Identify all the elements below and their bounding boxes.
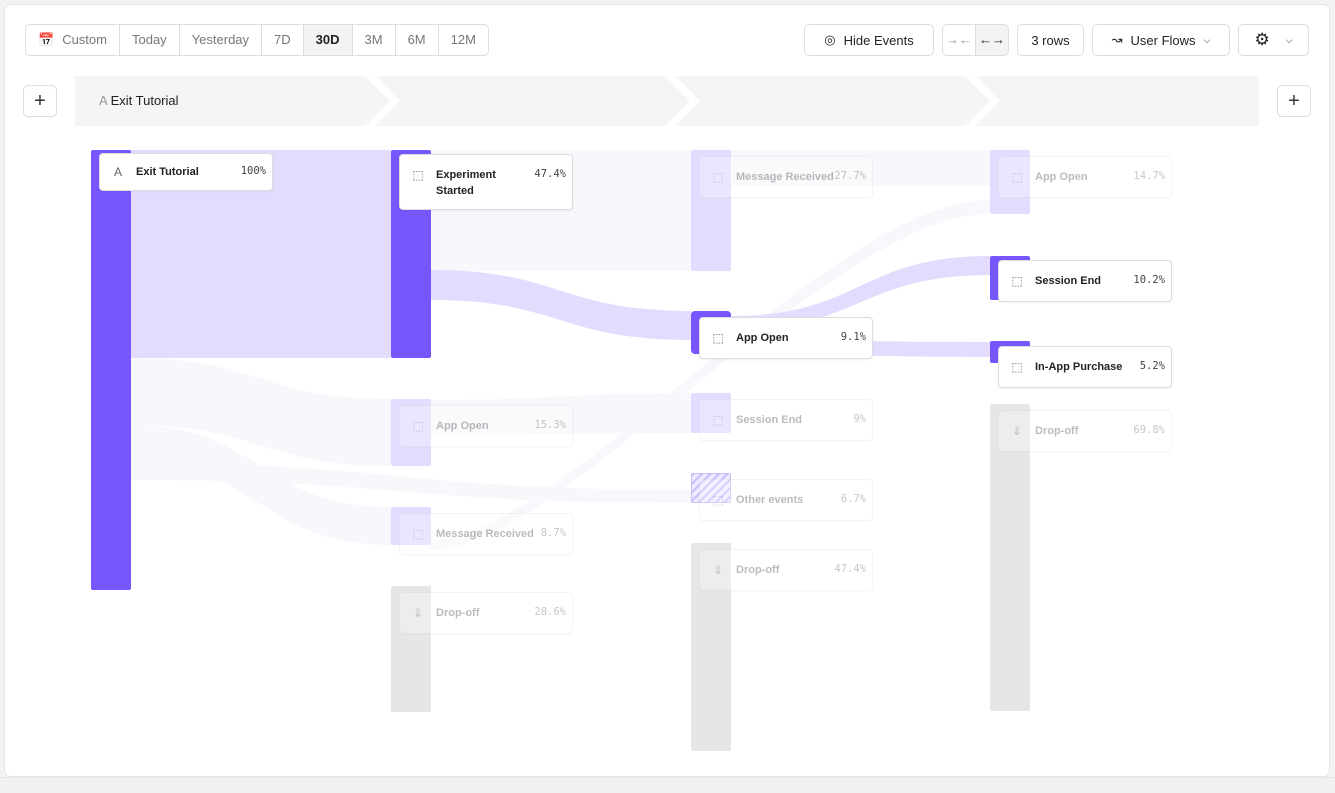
step-3[interactable] [675,76,990,126]
step-header [75,76,1259,126]
range-12m[interactable]: 12M [450,32,476,47]
hide-events-button[interactable]: ◎ Hide Events [804,24,934,56]
event-icon: ⬚ [412,419,424,433]
node-card[interactable]: ⬚ Other events 6.7% [699,479,873,521]
flows-chart-icon: ↝ [1111,32,1123,47]
node-bar[interactable] [990,150,1030,214]
dropoff-icon: ⇓ [412,606,424,620]
flow-link[interactable] [131,425,391,545]
node-bar[interactable] [691,150,731,271]
chevron-down-icon: ⌵ [1203,34,1211,45]
add-step-before-button[interactable]: + [23,85,57,117]
event-icon: ⬚ [1011,360,1023,374]
range-7d[interactable]: 7D [262,25,304,55]
calendar-icon: 📅 [38,32,55,47]
step-1-label: A Exit Tutorial [99,93,179,108]
rows-button[interactable]: 3 rows [1017,24,1084,56]
event-icon: ⬚ [712,493,724,507]
node-card[interactable]: ⬚ In-App Purchase 5.2% [998,346,1172,388]
other-events-bar[interactable] [691,473,731,503]
range-3m[interactable]: 3M [353,25,396,55]
node-card[interactable]: ⬚ Session End 10.2% [998,260,1172,302]
flow-link[interactable] [731,256,990,330]
range-6m[interactable]: 6M [396,25,439,55]
node-card[interactable]: ⬚ App Open 9.1% [699,317,873,359]
node-card[interactable]: ⬚ Message Received 8.7% [399,513,573,555]
node-card[interactable]: ⬚ Experiment Started 47.4% [399,154,573,210]
step-letter-icon: A [113,165,122,179]
step-1[interactable] [75,76,390,126]
node-bar[interactable] [691,393,731,433]
range-custom[interactable]: 📅 Custom [26,25,120,55]
node-card[interactable]: ⇓ Drop-off 28.6% [399,592,573,634]
dropoff-bar[interactable] [990,404,1030,711]
expand-icon[interactable]: ←→ [976,25,1008,55]
gear-icon: ⚙ [1254,30,1270,49]
expand-collapse-toggle: →← ←→ [942,24,1009,56]
flow-link[interactable] [431,393,691,435]
step-2[interactable] [375,76,690,126]
range-30d[interactable]: 30D [303,25,353,55]
step-4[interactable] [975,76,1259,126]
node-card[interactable]: ⬚ Session End 9% [699,399,873,441]
flow-link[interactable] [731,150,990,186]
dropoff-icon: ⇓ [1011,424,1023,438]
event-icon: ⬚ [712,170,724,184]
flow-link[interactable] [131,463,691,503]
add-step-after-button[interactable]: + [1277,85,1311,117]
flows-panel [4,4,1330,777]
date-range-selector: 📅 Custom Today Yesterday 7D 30D 3M 6M 12M [25,24,489,56]
flow-link[interactable] [431,270,691,340]
eye-off-icon: ◎ [824,32,836,47]
node-card[interactable]: ⬚ Message Received 27.7% [699,156,873,198]
node-card[interactable]: ⬚ App Open 15.3% [399,405,573,447]
bottom-bar [0,777,1335,793]
view-select[interactable]: ↝ User Flows ⌵ [1092,24,1230,56]
node-card[interactable]: ⬚ App Open 14.7% [998,156,1172,198]
event-icon: ⬚ [412,527,424,541]
range-today[interactable]: Today [120,25,180,55]
node-bar[interactable] [91,150,131,590]
event-icon: ⬚ [1011,274,1023,288]
dropoff-bar[interactable] [691,543,731,751]
collapse-icon[interactable]: →← [943,25,976,55]
dropoff-icon: ⇓ [712,563,724,577]
node-card[interactable]: ⇓ Drop-off 47.4% [699,549,873,591]
event-icon: ⬚ [1011,170,1023,184]
chevron-down-icon: ⌵ [1285,34,1293,45]
event-icon: ⬚ [412,168,424,182]
node-card[interactable]: ⇓ Drop-off 69.8% [998,410,1172,452]
settings-button[interactable]: ⚙ ⌵ [1238,24,1309,56]
dropoff-bar[interactable] [391,586,431,712]
range-yesterday[interactable]: Yesterday [180,25,263,55]
node-bar[interactable] [391,507,431,545]
event-icon: ⬚ [712,413,724,427]
flow-link[interactable] [131,358,391,466]
node-bar[interactable] [391,399,431,466]
node-card[interactable]: A Exit Tutorial 100% [99,153,273,191]
event-icon: ⬚ [712,331,724,345]
